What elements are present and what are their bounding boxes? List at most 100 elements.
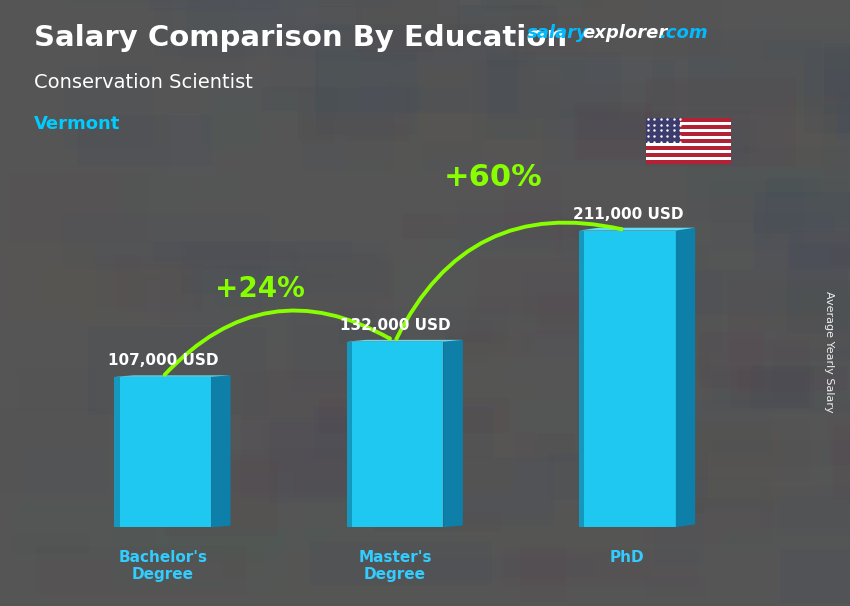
Bar — [339, 307, 508, 343]
Bar — [211, 96, 259, 155]
Bar — [172, 430, 241, 507]
Bar — [356, 0, 460, 52]
Bar — [646, 160, 731, 164]
Bar — [275, 22, 340, 92]
Bar — [241, 370, 366, 421]
Bar — [592, 478, 773, 513]
Bar — [503, 547, 649, 578]
Bar — [315, 24, 518, 113]
Bar — [174, 421, 264, 454]
Bar — [21, 445, 186, 511]
Text: Bachelor's
Degree: Bachelor's Degree — [118, 550, 207, 582]
Bar — [132, 0, 317, 11]
Bar — [801, 245, 850, 265]
Bar — [286, 25, 433, 61]
Bar — [778, 296, 823, 382]
Bar — [681, 168, 821, 196]
Bar — [173, 0, 317, 35]
Bar — [354, 428, 417, 471]
Bar — [622, 400, 773, 454]
Bar — [456, 510, 640, 551]
Bar — [645, 78, 796, 167]
Bar — [82, 205, 293, 233]
Bar — [481, 0, 604, 9]
Bar — [118, 175, 191, 218]
Bar — [486, 0, 541, 12]
Bar — [274, 47, 360, 115]
Text: Salary Comparison By Education: Salary Comparison By Education — [34, 24, 567, 52]
Bar — [519, 402, 660, 431]
Bar — [685, 119, 759, 153]
Bar — [777, 496, 850, 534]
Bar — [239, 0, 433, 30]
Polygon shape — [579, 230, 584, 527]
Bar — [269, 417, 406, 504]
Bar — [646, 156, 731, 160]
Bar — [292, 324, 405, 393]
Bar — [652, 39, 821, 107]
Bar — [646, 132, 731, 136]
Bar — [646, 150, 731, 153]
Bar — [779, 549, 850, 603]
Text: Conservation Scientist: Conservation Scientist — [34, 73, 253, 92]
Bar — [642, 498, 775, 544]
Bar — [700, 331, 763, 388]
Bar — [187, 450, 362, 493]
Bar — [115, 255, 203, 313]
Bar — [337, 10, 405, 65]
Bar — [646, 136, 731, 139]
FancyArrowPatch shape — [165, 310, 390, 375]
Bar — [632, 419, 809, 481]
Bar — [155, 8, 296, 56]
Polygon shape — [676, 228, 695, 527]
Bar — [405, 558, 592, 579]
Bar — [167, 532, 264, 579]
Bar — [646, 146, 731, 150]
Bar — [292, 253, 394, 319]
Bar — [548, 454, 708, 501]
Bar — [718, 391, 850, 413]
Bar — [728, 281, 850, 361]
Bar — [445, 321, 491, 347]
Bar — [271, 16, 318, 94]
Polygon shape — [115, 377, 120, 527]
Bar — [221, 293, 269, 331]
Bar — [499, 0, 644, 21]
Bar — [787, 243, 848, 333]
Bar — [720, 324, 850, 391]
Text: 132,000 USD: 132,000 USD — [340, 318, 450, 333]
Bar — [188, 0, 391, 7]
Bar — [204, 463, 277, 549]
Bar — [63, 214, 270, 270]
Bar — [183, 315, 231, 378]
Polygon shape — [444, 340, 463, 527]
Bar — [319, 0, 485, 30]
Bar — [194, 267, 376, 347]
Bar — [515, 433, 575, 462]
Bar — [559, 217, 617, 262]
Bar — [541, 110, 751, 166]
Bar — [160, 264, 263, 325]
Bar — [824, 70, 850, 102]
Bar — [156, 528, 331, 551]
Bar — [585, 250, 654, 296]
Bar — [706, 332, 850, 365]
Bar — [0, 408, 108, 494]
Bar — [10, 173, 149, 244]
Bar — [702, 365, 850, 412]
Bar — [149, 0, 279, 11]
Bar — [309, 542, 492, 585]
Bar — [790, 230, 850, 268]
Bar — [359, 458, 554, 526]
Bar — [472, 60, 675, 140]
Bar — [655, 355, 710, 379]
Text: salary: salary — [527, 24, 589, 42]
Bar — [537, 292, 629, 335]
Polygon shape — [115, 377, 211, 527]
Bar — [43, 263, 188, 305]
Bar — [824, 53, 850, 136]
Bar — [687, 145, 850, 222]
Bar — [456, 201, 626, 250]
Bar — [768, 170, 850, 232]
Bar — [499, 550, 697, 586]
